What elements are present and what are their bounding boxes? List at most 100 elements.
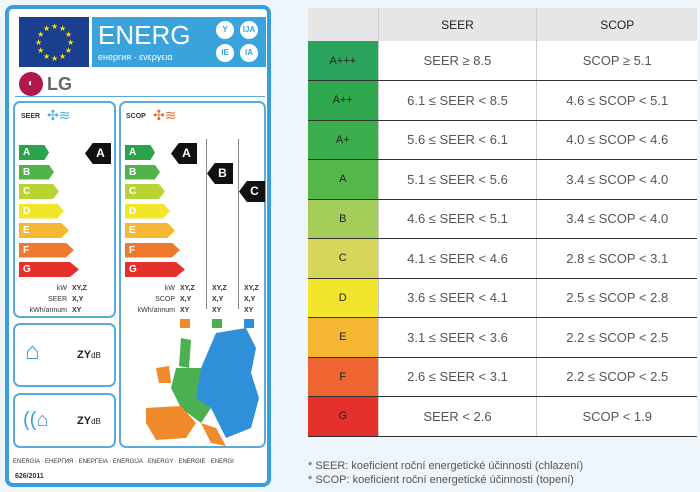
energy-header: ENERG енергия · ενεργεια Y IJA IE IA xyxy=(92,17,266,67)
footnote-seer: * SEER: koeficient roční energetické úči… xyxy=(308,460,584,472)
zone-swatch xyxy=(212,319,222,328)
spec-value: XY,Z xyxy=(212,285,227,292)
lang-badge: IE xyxy=(216,44,234,62)
table-row: A+ 5.6 ≤ SEER < 6.1 4.0 ≤ SCOP < 4.6 xyxy=(308,120,697,160)
scop-rating-arrow: A xyxy=(171,143,197,164)
energy-class-bar-f: F xyxy=(125,242,180,258)
energy-class-bar-d: D xyxy=(19,203,64,219)
scop-cell: 3.4 ≤ SCOP < 4.0 xyxy=(536,199,697,239)
spec-value: X,Y xyxy=(244,296,256,303)
svg-text:★: ★ xyxy=(37,46,44,55)
seer-cell: 2.6 ≤ SEER < 3.1 xyxy=(377,357,537,397)
energy-class-bar-e: E xyxy=(19,223,69,238)
lang-badge: IA xyxy=(240,44,258,62)
lg-logo-icon: ◐ xyxy=(19,72,43,96)
class-cell: A xyxy=(308,159,378,200)
scop-zone-column: XY,Z X,Y XY xyxy=(244,283,259,328)
class-cell: F xyxy=(308,357,378,397)
class-cell: A++ xyxy=(308,80,378,121)
noise-value: ZY xyxy=(77,349,92,361)
seer-cell: 5.6 ≤ SEER < 6.1 xyxy=(377,120,537,160)
energy-class-bar-g: G xyxy=(125,262,185,277)
class-cell: E xyxy=(308,317,378,358)
svg-text:★: ★ xyxy=(65,30,72,39)
footnotes: * SEER: koeficient roční energetické úči… xyxy=(308,459,583,487)
spec-value: XY,Z xyxy=(72,285,87,292)
spec-label: kW xyxy=(56,285,67,292)
scop-cell: 3.4 ≤ SCOP < 4.0 xyxy=(536,159,697,200)
footnote-scop: * SCOP: koeficient roční energetické úči… xyxy=(308,474,574,486)
outdoor-noise-value: ZYdB xyxy=(77,415,101,427)
eu-flag-icon: ★ ★ ★ ★ ★ ★ ★ ★ ★ ★ ★ ★ xyxy=(19,17,89,67)
spec-value: X,Y xyxy=(180,296,192,303)
svg-text:★: ★ xyxy=(43,52,50,61)
energy-class-bar-a: A xyxy=(19,145,49,160)
energy-subtitle: енергия · ενεργεια xyxy=(98,52,173,62)
table-row: A++ 6.1 ≤ SEER < 8.5 4.6 ≤ SCOP < 5.1 xyxy=(308,80,697,121)
class-cell: C xyxy=(308,238,378,279)
energy-label: ★ ★ ★ ★ ★ ★ ★ ★ ★ ★ ★ ★ ENERG енергия · ενεργεια Y … xyxy=(5,5,271,487)
spec-label: kWh/annum xyxy=(29,307,67,314)
svg-text:★: ★ xyxy=(51,22,58,31)
energy-class-bar-f: F xyxy=(19,242,74,258)
seer-cell: SEER < 2.6 xyxy=(377,396,537,437)
svg-text:★: ★ xyxy=(67,38,74,47)
scop-cell: 2.2 ≤ SCOP < 2.5 xyxy=(536,317,697,358)
spec-label: kWh/annum xyxy=(137,307,175,314)
seer-cell: 3.6 ≤ SEER < 4.1 xyxy=(377,278,537,318)
table-row: A 5.1 ≤ SEER < 5.6 3.4 ≤ SCOP < 4.0 xyxy=(308,159,697,200)
spec-value: X,Y xyxy=(72,296,84,303)
table-row: A+++ SEER ≥ 8.5 SCOP ≥ 5.1 xyxy=(308,41,697,81)
table-row: E 3.1 ≤ SEER < 3.6 2.2 ≤ SCOP < 2.5 xyxy=(308,317,697,358)
scop-cell: 2.2 ≤ SCOP < 2.5 xyxy=(536,357,697,397)
noise-value: ZY xyxy=(77,415,92,427)
energy-class-bar-b: B xyxy=(19,164,54,180)
lang-badge: IJA xyxy=(240,21,258,39)
efficiency-class-table: SEER SCOP A+++ SEER ≥ 8.5 SCOP ≥ 5.1 A++ 6.1… xyxy=(308,8,697,437)
scop-cell: SCOP < 1.9 xyxy=(536,396,697,437)
seer-cell: 6.1 ≤ SEER < 8.5 xyxy=(377,80,537,121)
table-row: C 4.1 ≤ SEER < 4.6 2.8 ≤ SCOP < 3.1 xyxy=(308,238,697,279)
europe-climate-map xyxy=(146,328,259,446)
spec-value: XY xyxy=(180,307,190,314)
seer-cell: 3.1 ≤ SEER < 3.6 xyxy=(377,317,537,358)
energy-class-bar-c: C xyxy=(19,184,59,199)
spec-label: kW xyxy=(164,285,175,292)
class-cell: G xyxy=(308,396,378,437)
scop-title: SCOP xyxy=(126,113,146,120)
regulation-number: 626/2011 xyxy=(15,473,44,480)
seer-cell: 4.6 ≤ SEER < 5.1 xyxy=(377,199,537,239)
seer-title: SEER xyxy=(21,113,41,120)
energy-class-bar-d: D xyxy=(125,203,170,219)
brand-name: LG xyxy=(47,73,72,94)
db-unit: dB xyxy=(91,417,101,426)
indoor-noise-panel: ⌂ ZYdB xyxy=(13,323,116,387)
energy-class-bar-a: A xyxy=(125,145,155,160)
header-class xyxy=(308,8,378,41)
header-scop: SCOP xyxy=(536,8,697,41)
header-seer: SEER xyxy=(377,8,537,41)
scop-zone-column: XY,Z X,Y XY xyxy=(212,283,227,328)
svg-text:★: ★ xyxy=(51,54,58,63)
svg-text:★: ★ xyxy=(35,38,42,47)
indoor-sound-icon: ⌂ xyxy=(25,338,40,365)
outdoor-noise-panel: ((⌂ ZYdB xyxy=(13,393,116,448)
spec-value: XY,Z xyxy=(244,285,259,292)
zone-swatch xyxy=(244,319,254,328)
fan-heating-icon: ✣≋ xyxy=(153,107,177,123)
class-cell: B xyxy=(308,199,378,239)
spec-value: XY xyxy=(72,307,82,314)
scop-zone-column: XY,Z X,Y XY xyxy=(180,283,195,328)
energy-class-bar-e: E xyxy=(125,223,175,238)
fan-cooling-icon: ✣≋ xyxy=(47,107,71,123)
seer-cell: SEER ≥ 8.5 xyxy=(377,41,537,81)
svg-text:★: ★ xyxy=(37,30,44,39)
scop-cell: 4.6 ≤ SCOP < 5.1 xyxy=(536,80,697,121)
spec-label: SEER xyxy=(47,296,67,303)
seer-cell: 5.1 ≤ SEER < 5.6 xyxy=(377,159,537,200)
energy-class-bar-g: G xyxy=(19,262,79,277)
brand: ◐ LG xyxy=(19,71,72,97)
energy-title: ENERG xyxy=(98,20,191,50)
